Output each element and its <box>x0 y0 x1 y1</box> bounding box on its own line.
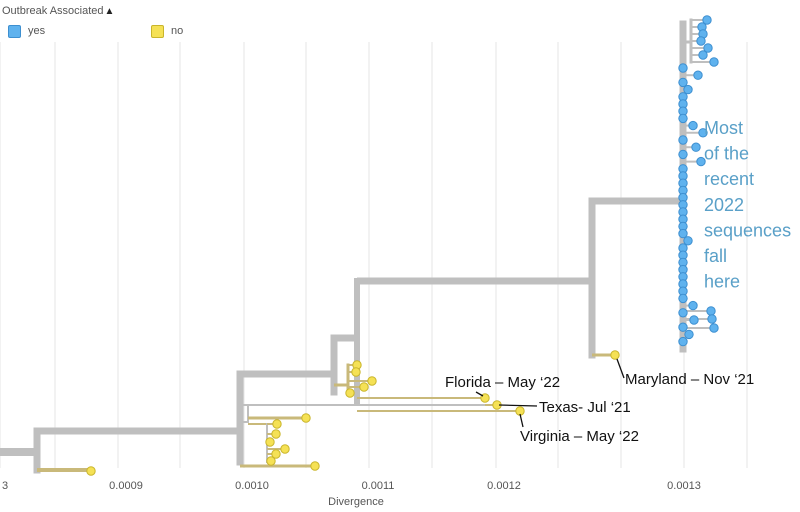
legend-title[interactable]: Outbreak Associated▲ <box>2 5 114 17</box>
tip-yes[interactable] <box>683 236 693 246</box>
tip-yes[interactable] <box>706 306 716 316</box>
tip-yes[interactable] <box>709 57 719 67</box>
tip-yes[interactable] <box>678 135 688 145</box>
tip-no[interactable] <box>271 429 281 439</box>
tip-yes[interactable] <box>688 300 698 311</box>
tip-yes[interactable] <box>678 149 688 160</box>
callout-text-line: 2022 <box>704 195 744 215</box>
callout-text-line: Most <box>704 118 743 138</box>
x-axis: 3 0.0009 0.0010 0.0011 0.0012 0.0013 Divergenc… <box>2 480 701 508</box>
legend-item-yes[interactable]: yes <box>8 24 45 38</box>
sample-label: Florida – May ‘22 <box>445 374 560 391</box>
callout-leader-line <box>498 404 538 407</box>
tip-no[interactable] <box>86 466 96 476</box>
legend-swatch-no <box>151 24 164 38</box>
tip-no[interactable] <box>359 382 369 392</box>
axis-tick-label: 0.0010 <box>235 480 269 492</box>
legend-title-text: Outbreak Associated <box>2 5 104 17</box>
tip-yes[interactable] <box>693 70 703 80</box>
axis-title: Divergence <box>328 496 384 508</box>
legend: Outbreak Associated▲ yes no <box>0 0 260 44</box>
tip-no[interactable] <box>272 419 282 429</box>
legend-swatch-yes <box>8 24 21 38</box>
tip-maryland[interactable] <box>610 350 620 360</box>
tip-yes[interactable] <box>678 77 688 88</box>
tip-no[interactable] <box>310 461 320 471</box>
axis-tick-label: 0.0011 <box>362 480 395 492</box>
tip-yes[interactable] <box>683 84 693 95</box>
axis-tick-label: 3 <box>2 480 8 492</box>
legend-label-yes: yes <box>28 25 46 37</box>
tip-no[interactable] <box>280 444 290 454</box>
tip-yes[interactable] <box>696 156 706 167</box>
tip-yes[interactable] <box>678 228 688 239</box>
tree-tips[interactable] <box>86 15 719 476</box>
tip-yes[interactable] <box>702 15 712 25</box>
tip-no[interactable] <box>266 456 276 466</box>
callout-leader-line <box>519 413 524 428</box>
tip-no[interactable] <box>301 413 311 423</box>
tip-yes[interactable] <box>678 293 688 304</box>
tip-yes[interactable] <box>696 36 706 46</box>
axis-tick-label: 0.0012 <box>487 480 521 492</box>
sample-label: Virginia – May ‘22 <box>520 428 639 445</box>
tip-no[interactable] <box>367 376 377 386</box>
tip-yes[interactable] <box>698 50 708 60</box>
tip-yes[interactable] <box>707 314 717 324</box>
tip-no[interactable] <box>265 437 275 447</box>
tip-yes[interactable] <box>678 63 688 73</box>
tip-yes[interactable] <box>691 142 701 152</box>
tip-no[interactable] <box>271 449 281 459</box>
tip-yes[interactable] <box>678 322 688 332</box>
tip-yes[interactable] <box>678 308 688 318</box>
tip-yes[interactable] <box>678 336 688 347</box>
axis-tick-label: 0.0009 <box>109 480 143 492</box>
tip-no[interactable] <box>345 388 355 398</box>
tip-virginia[interactable] <box>515 406 525 416</box>
tip-yes[interactable] <box>688 120 698 131</box>
sample-label: Maryland – Nov ‘21 <box>625 371 754 388</box>
callout-leader-line <box>475 391 484 397</box>
callout-text-line: fall <box>704 246 727 266</box>
callout-text-line: of the <box>704 144 749 164</box>
tip-yes[interactable] <box>698 128 708 138</box>
tip-yes[interactable] <box>689 315 699 325</box>
chevron-up-icon[interactable]: ▲ <box>104 6 115 17</box>
callout-leader-line <box>616 358 625 379</box>
callout-text-line: recent <box>704 169 754 189</box>
callout-text-line: sequences <box>704 220 791 240</box>
tip-yes[interactable] <box>709 323 719 333</box>
tip-no[interactable] <box>351 367 361 377</box>
legend-item-no[interactable]: no <box>151 24 183 38</box>
tip-yes[interactable] <box>684 329 694 340</box>
legend-label-no: no <box>171 25 184 37</box>
axis-tick-label: 0.0013 <box>667 480 701 492</box>
sample-label: Texas- Jul ‘21 <box>539 399 631 416</box>
callout-text-line: here <box>704 272 740 292</box>
annotations: Florida – May ‘22 Texas- Jul ‘21 Virginia … <box>445 118 791 445</box>
tip-yes[interactable] <box>703 43 713 53</box>
tip-yes[interactable] <box>678 113 688 124</box>
